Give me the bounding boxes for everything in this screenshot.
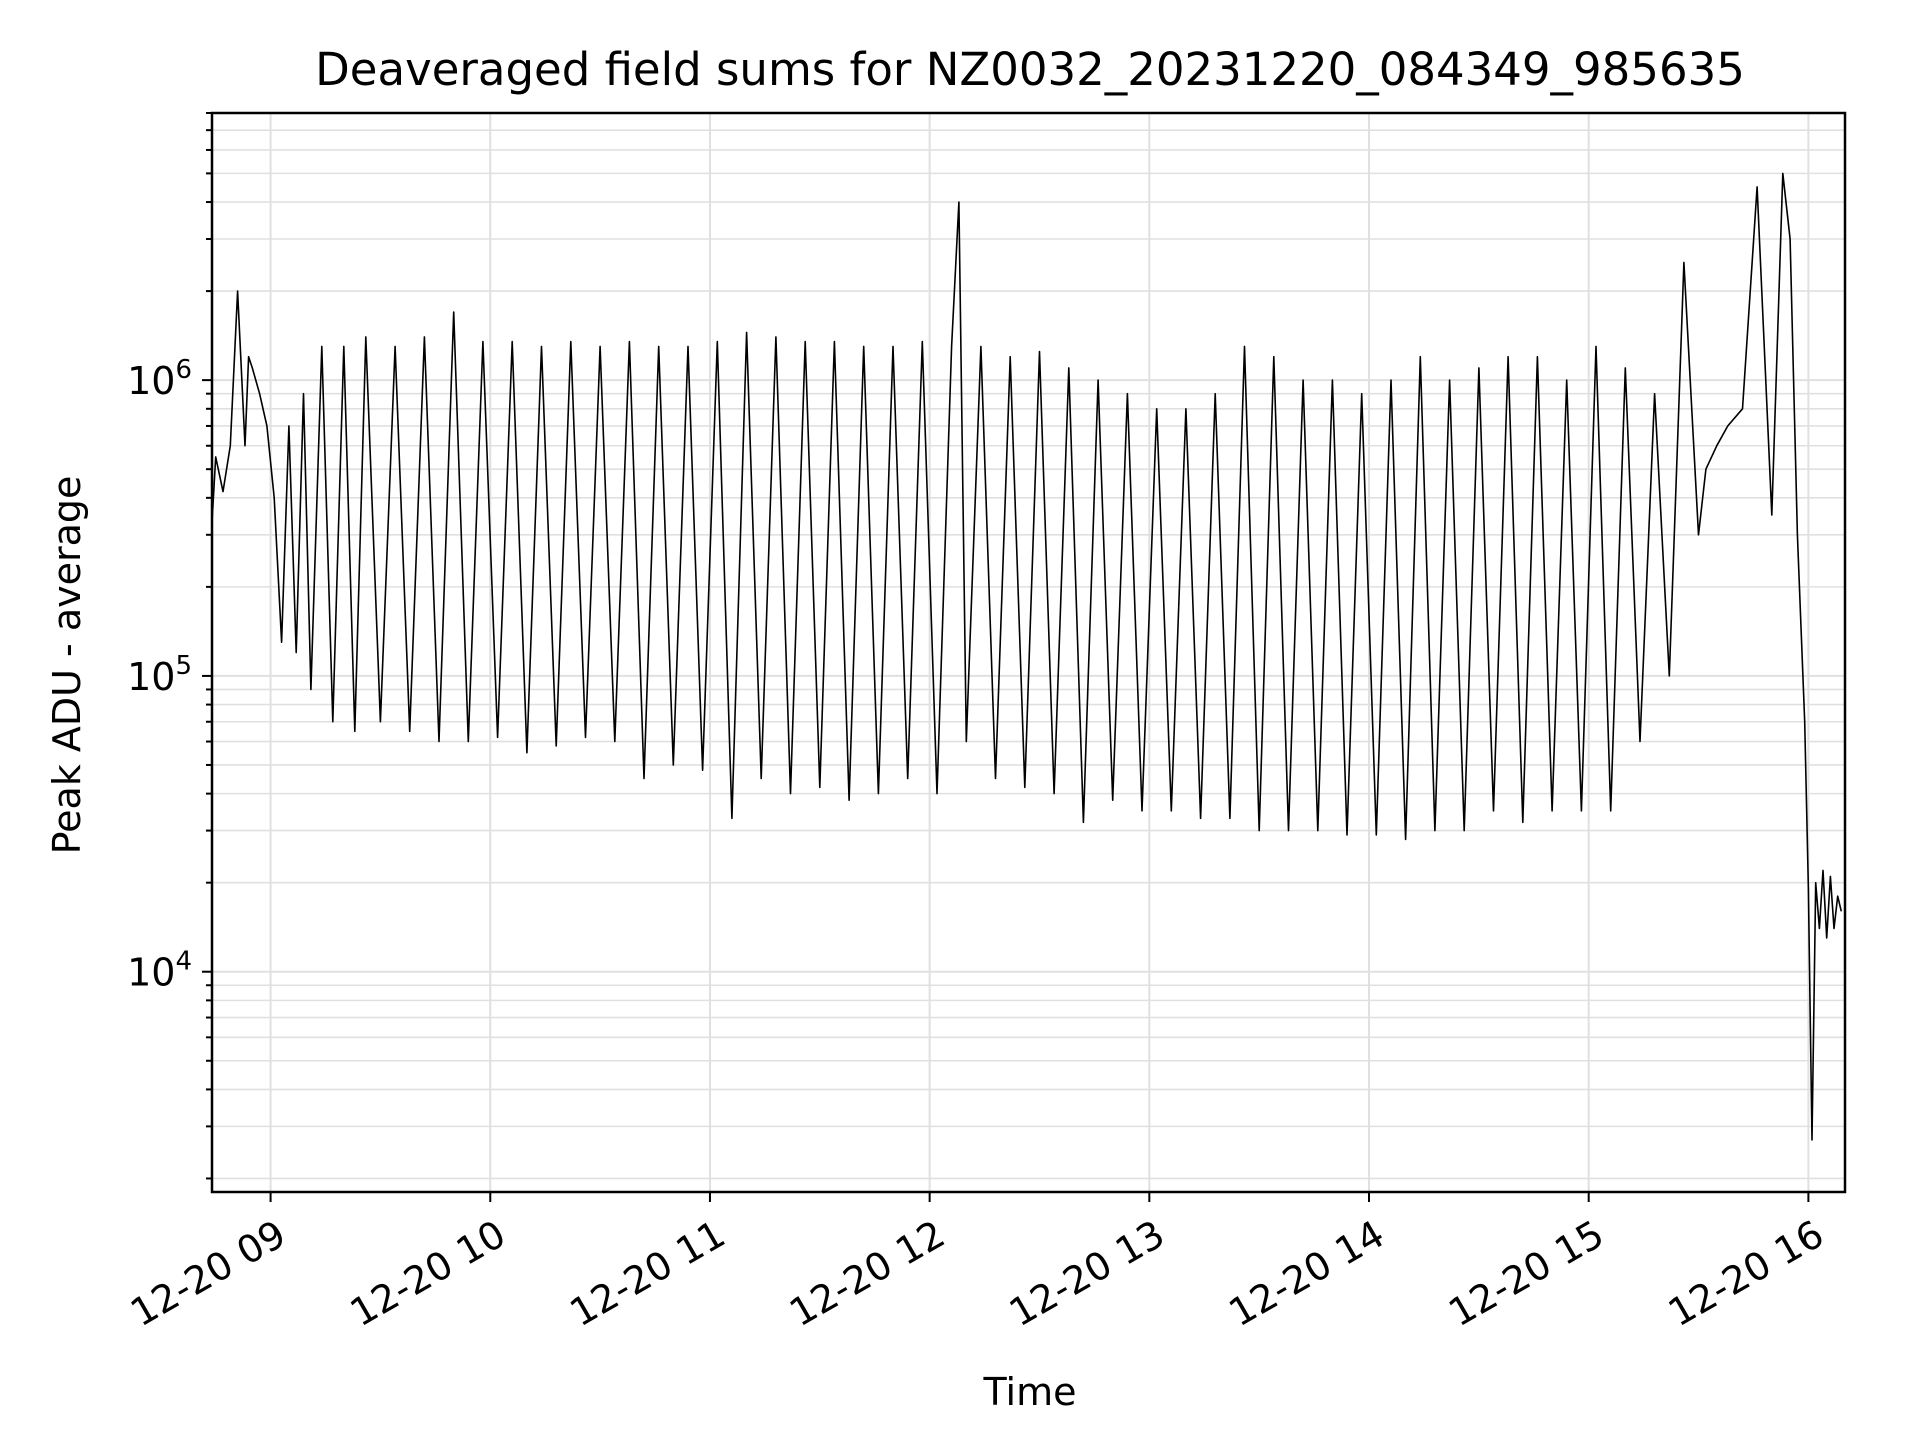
series-layer xyxy=(211,172,1843,1141)
y-tick-label: 106 xyxy=(127,355,192,403)
chart-title: Deaveraged field sums for NZ0032_2023122… xyxy=(315,43,1745,96)
series-line xyxy=(211,172,1843,1141)
x-axis-label: Time xyxy=(983,1370,1077,1414)
y-axis-label: Peak ADU - average xyxy=(45,476,89,855)
y-tick-label: 104 xyxy=(127,947,192,995)
y-tick-label: 105 xyxy=(127,651,192,699)
plot-frame xyxy=(210,111,1847,1194)
